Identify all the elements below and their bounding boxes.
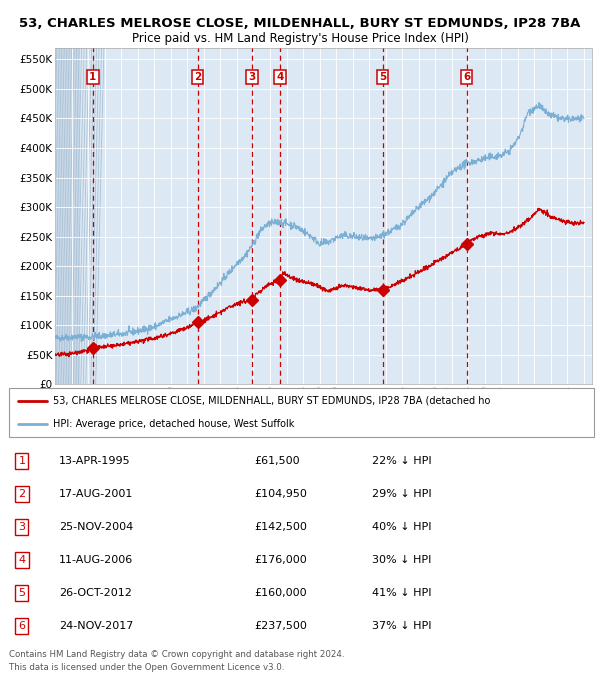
Text: 6: 6	[463, 72, 470, 82]
Text: 11-AUG-2006: 11-AUG-2006	[59, 555, 133, 565]
Text: 4: 4	[19, 555, 25, 565]
Text: £237,500: £237,500	[254, 622, 308, 631]
Text: 24-NOV-2017: 24-NOV-2017	[59, 622, 133, 631]
Text: This data is licensed under the Open Government Licence v3.0.: This data is licensed under the Open Gov…	[9, 663, 284, 673]
Text: 40% ↓ HPI: 40% ↓ HPI	[372, 522, 431, 532]
Text: 22% ↓ HPI: 22% ↓ HPI	[372, 456, 431, 466]
Bar	[55, 48, 80, 384]
Text: 4: 4	[277, 72, 284, 82]
Text: £104,950: £104,950	[254, 489, 308, 499]
Text: 5: 5	[19, 588, 25, 598]
Text: 5: 5	[379, 72, 386, 82]
Text: £142,500: £142,500	[254, 522, 308, 532]
Text: 26-OCT-2012: 26-OCT-2012	[59, 588, 131, 598]
Text: 53, CHARLES MELROSE CLOSE, MILDENHALL, BURY ST EDMUNDS, IP28 7BA: 53, CHARLES MELROSE CLOSE, MILDENHALL, B…	[19, 17, 581, 31]
Text: 3: 3	[19, 522, 25, 532]
Text: Price paid vs. HM Land Registry's House Price Index (HPI): Price paid vs. HM Land Registry's House …	[131, 32, 469, 46]
Text: HPI: Average price, detached house, West Suffolk: HPI: Average price, detached house, West…	[53, 420, 294, 429]
Text: 25-NOV-2004: 25-NOV-2004	[59, 522, 133, 532]
Text: £176,000: £176,000	[254, 555, 307, 565]
Text: 1: 1	[19, 456, 25, 466]
Text: £61,500: £61,500	[254, 456, 301, 466]
Text: 13-APR-1995: 13-APR-1995	[59, 456, 130, 466]
Text: 1: 1	[89, 72, 97, 82]
Text: 17-AUG-2001: 17-AUG-2001	[59, 489, 133, 499]
Text: 6: 6	[19, 622, 25, 631]
Text: 29% ↓ HPI: 29% ↓ HPI	[372, 489, 431, 499]
Text: 37% ↓ HPI: 37% ↓ HPI	[372, 622, 431, 631]
Text: 3: 3	[248, 72, 256, 82]
Text: 2: 2	[19, 489, 25, 499]
Text: 53, CHARLES MELROSE CLOSE, MILDENHALL, BURY ST EDMUNDS, IP28 7BA (detached ho: 53, CHARLES MELROSE CLOSE, MILDENHALL, B…	[53, 396, 490, 406]
Text: £160,000: £160,000	[254, 588, 307, 598]
Text: 2: 2	[194, 72, 201, 82]
Text: Contains HM Land Registry data © Crown copyright and database right 2024.: Contains HM Land Registry data © Crown c…	[9, 649, 344, 659]
Text: 41% ↓ HPI: 41% ↓ HPI	[372, 588, 431, 598]
Text: 30% ↓ HPI: 30% ↓ HPI	[372, 555, 431, 565]
